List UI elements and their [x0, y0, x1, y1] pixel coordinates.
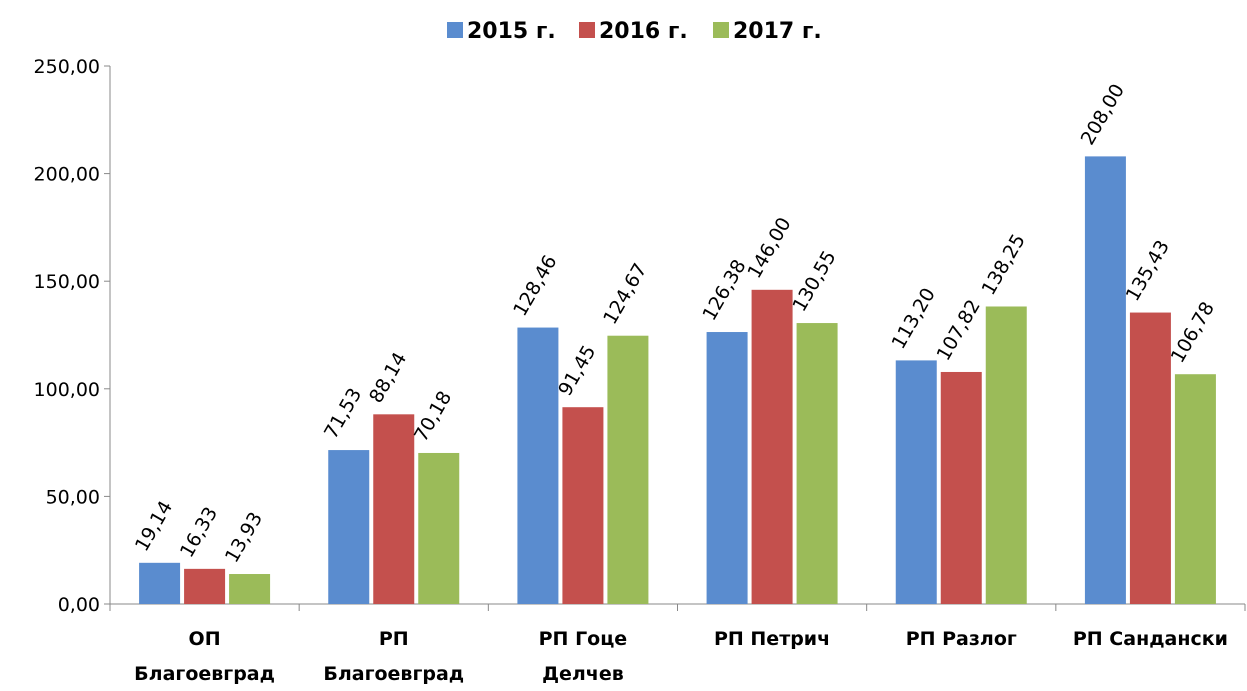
x-tick-label: РП Сандански [1073, 628, 1228, 650]
legend-label: 2015 г. [467, 19, 556, 44]
data-label: 208,00 [1077, 80, 1129, 149]
x-tick-label: ОП [189, 628, 221, 650]
bar [940, 371, 982, 604]
bar [328, 450, 370, 604]
data-label: 91,45 [554, 342, 600, 400]
bar [1084, 156, 1126, 604]
data-label: 138,25 [978, 230, 1030, 299]
bar [373, 414, 415, 604]
bar [1129, 312, 1171, 604]
bar [796, 323, 838, 604]
x-tick-label: РП [379, 628, 409, 650]
bar [229, 574, 271, 604]
data-label: 130,55 [788, 247, 840, 316]
bar [184, 568, 226, 604]
bar [895, 360, 937, 604]
legend-label: 2017 г. [733, 19, 822, 44]
x-tick-label: Благоевград [323, 663, 464, 685]
data-label: 126,38 [698, 256, 750, 325]
bar [418, 452, 460, 604]
bar [1174, 374, 1216, 604]
y-tick-label: 100,00 [34, 379, 100, 401]
data-label: 146,00 [743, 214, 795, 283]
bar [139, 562, 181, 604]
y-tick-label: 150,00 [34, 271, 100, 293]
bar [562, 407, 604, 604]
data-label: 19,14 [131, 497, 177, 555]
data-label: 88,14 [365, 349, 411, 407]
x-tick-label: Делчев [542, 663, 624, 685]
data-label: 124,67 [599, 260, 651, 329]
x-tick-label: РП Петрич [714, 628, 830, 650]
x-tick-label: РП Гоце [539, 628, 628, 650]
y-tick-label: 250,00 [34, 56, 100, 78]
bar [751, 289, 793, 604]
data-label: 16,33 [176, 503, 222, 561]
data-label: 70,18 [410, 387, 456, 445]
data-label: 113,20 [888, 284, 940, 353]
bar [985, 306, 1027, 604]
legend-swatch [713, 22, 729, 38]
data-label: 135,43 [1122, 236, 1174, 305]
x-tick-label: Благоевград [134, 663, 275, 685]
y-tick-label: 200,00 [34, 164, 100, 186]
x-tick-label: РП Разлог [906, 628, 1017, 650]
data-label: 107,82 [933, 296, 985, 365]
bar [517, 327, 559, 604]
data-label: 106,78 [1167, 298, 1219, 367]
y-tick-label: 0,00 [58, 594, 100, 616]
data-label: 13,93 [221, 508, 267, 566]
data-label: 71,53 [320, 384, 366, 442]
data-label: 128,46 [509, 251, 561, 320]
y-tick-label: 50,00 [46, 486, 100, 508]
legend-label: 2016 г. [599, 19, 688, 44]
bar [706, 332, 748, 604]
legend-swatch [447, 22, 463, 38]
bar [607, 335, 649, 604]
legend-swatch [579, 22, 595, 38]
